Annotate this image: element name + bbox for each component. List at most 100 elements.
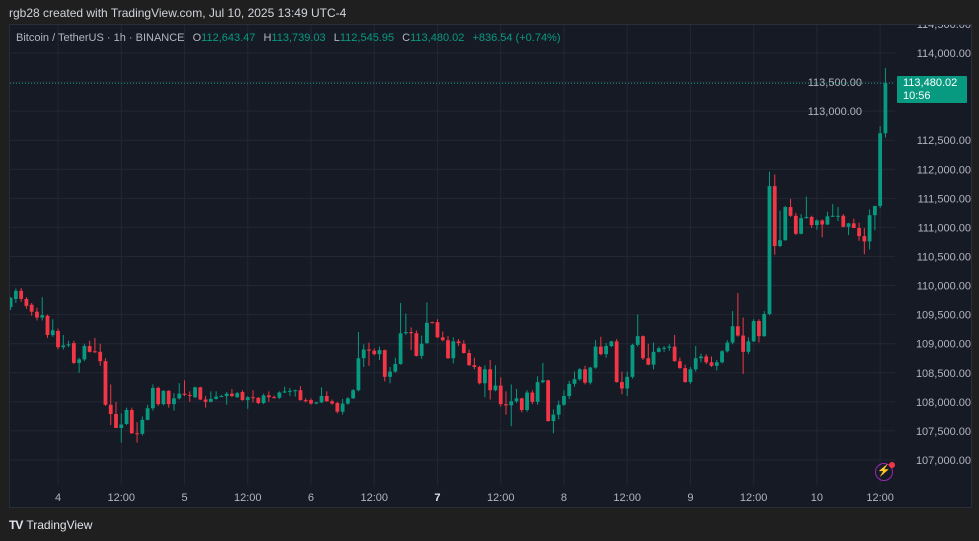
bar-countdown: 10:56 [903, 89, 931, 102]
candle-body [372, 350, 377, 355]
candle-body [635, 336, 640, 345]
candle-down [461, 340, 466, 354]
candle-up [730, 311, 735, 345]
candle-body [583, 369, 587, 383]
candle-body [240, 391, 245, 401]
candle-body [340, 403, 345, 412]
candle-body [388, 371, 392, 377]
candle-down [272, 395, 276, 399]
candle-body [830, 215, 835, 217]
candle-body [641, 336, 645, 359]
candle-body [741, 335, 746, 352]
candle-up [883, 68, 888, 138]
candle-up [667, 344, 672, 351]
candle-up [746, 337, 751, 355]
chart-panel[interactable] [9, 24, 972, 508]
candle-body [224, 393, 229, 397]
candle-body [82, 346, 87, 360]
candle-down [240, 390, 245, 401]
candle-body [87, 346, 92, 352]
last-price-tag: 113,480.02 10:56 [897, 76, 967, 104]
price-tick-label: 111,500.00 [918, 193, 971, 205]
candle-down [409, 327, 414, 351]
candle-up [403, 313, 408, 335]
symbol-info[interactable]: Bitcoin / TetherUS · 1h · BINANCE [16, 32, 185, 44]
candle-down [435, 319, 440, 338]
candle-body [409, 332, 414, 334]
candle-body [720, 351, 724, 363]
candle-body [488, 369, 493, 391]
candle-down [793, 212, 798, 235]
open-label: O [192, 32, 202, 44]
candle-up [815, 219, 819, 230]
candle-body [35, 311, 39, 318]
candle-body [93, 351, 97, 353]
candle-body [836, 215, 840, 217]
candle-up [509, 384, 514, 427]
candle-up [40, 297, 45, 321]
symbol-legend: Bitcoin / TetherUS · 1h · BINANCE O112,6… [16, 32, 561, 44]
candle-up [150, 384, 155, 411]
candle-down [741, 317, 746, 374]
candle-down [851, 218, 856, 229]
candle-body [156, 387, 161, 405]
candle-up [688, 366, 693, 384]
candle-down [330, 399, 334, 405]
candle-body [135, 433, 139, 435]
candle-up [314, 401, 319, 405]
candle-body [498, 385, 503, 405]
candle-body [40, 315, 45, 318]
candle-up [340, 398, 345, 415]
candle-body [504, 404, 508, 406]
candle-body [472, 365, 477, 367]
candle-body [430, 322, 435, 324]
candle-up [77, 357, 82, 373]
candle-body [29, 304, 34, 312]
candle-body [13, 290, 18, 299]
candle-body [646, 358, 651, 365]
candle-up [288, 387, 292, 397]
price-tick-label: 107,000.00 [916, 455, 971, 467]
time-axis: 4 12:00 5 12:00 6 12:00 7 12:00 8 12:00 9 12:00 10 12… [55, 492, 894, 504]
candle-body [50, 330, 55, 335]
candle-body [709, 362, 714, 366]
chart-credit: rgb28 created with TradingView.com, Jul … [9, 6, 347, 20]
candle-down [862, 228, 867, 255]
candle-down [156, 386, 161, 406]
candle-body [393, 364, 398, 372]
candle-body [71, 343, 76, 363]
candle-down [598, 336, 603, 356]
candle-body [757, 321, 761, 337]
candle-up [604, 343, 609, 358]
candle-body [551, 414, 556, 422]
notification-dot [889, 462, 895, 468]
price-tick-label: 109,500.00 [916, 310, 971, 322]
close-value: 113,480.02 [410, 32, 465, 44]
candle-body [714, 362, 719, 366]
candle-body [735, 326, 740, 336]
candle-body [614, 341, 619, 383]
candle-body [150, 387, 155, 409]
candle-body [98, 351, 103, 362]
candle-body [588, 367, 593, 383]
candle-down [788, 198, 793, 217]
price-tick-label: 112,000.00 [917, 164, 971, 176]
candle-up [556, 400, 561, 420]
time-tick-label: 8 [561, 492, 567, 504]
candle-down [704, 354, 709, 365]
candle-up [714, 359, 719, 371]
candle-down [298, 386, 303, 401]
candle-body [519, 398, 524, 410]
candle-body [10, 297, 13, 308]
candle-body [198, 387, 203, 400]
time-tick-label: 12:00 [740, 492, 768, 504]
candle-down [735, 293, 740, 337]
lightning-icon[interactable]: ⚡ [875, 462, 895, 481]
time-tick-label: 12:00 [487, 492, 515, 504]
candle-body [145, 408, 150, 420]
candle-up [319, 387, 324, 404]
low-value: 112,545.95 [339, 32, 395, 44]
last-price: 113,480.02 [903, 77, 958, 90]
candle-down [641, 335, 645, 360]
